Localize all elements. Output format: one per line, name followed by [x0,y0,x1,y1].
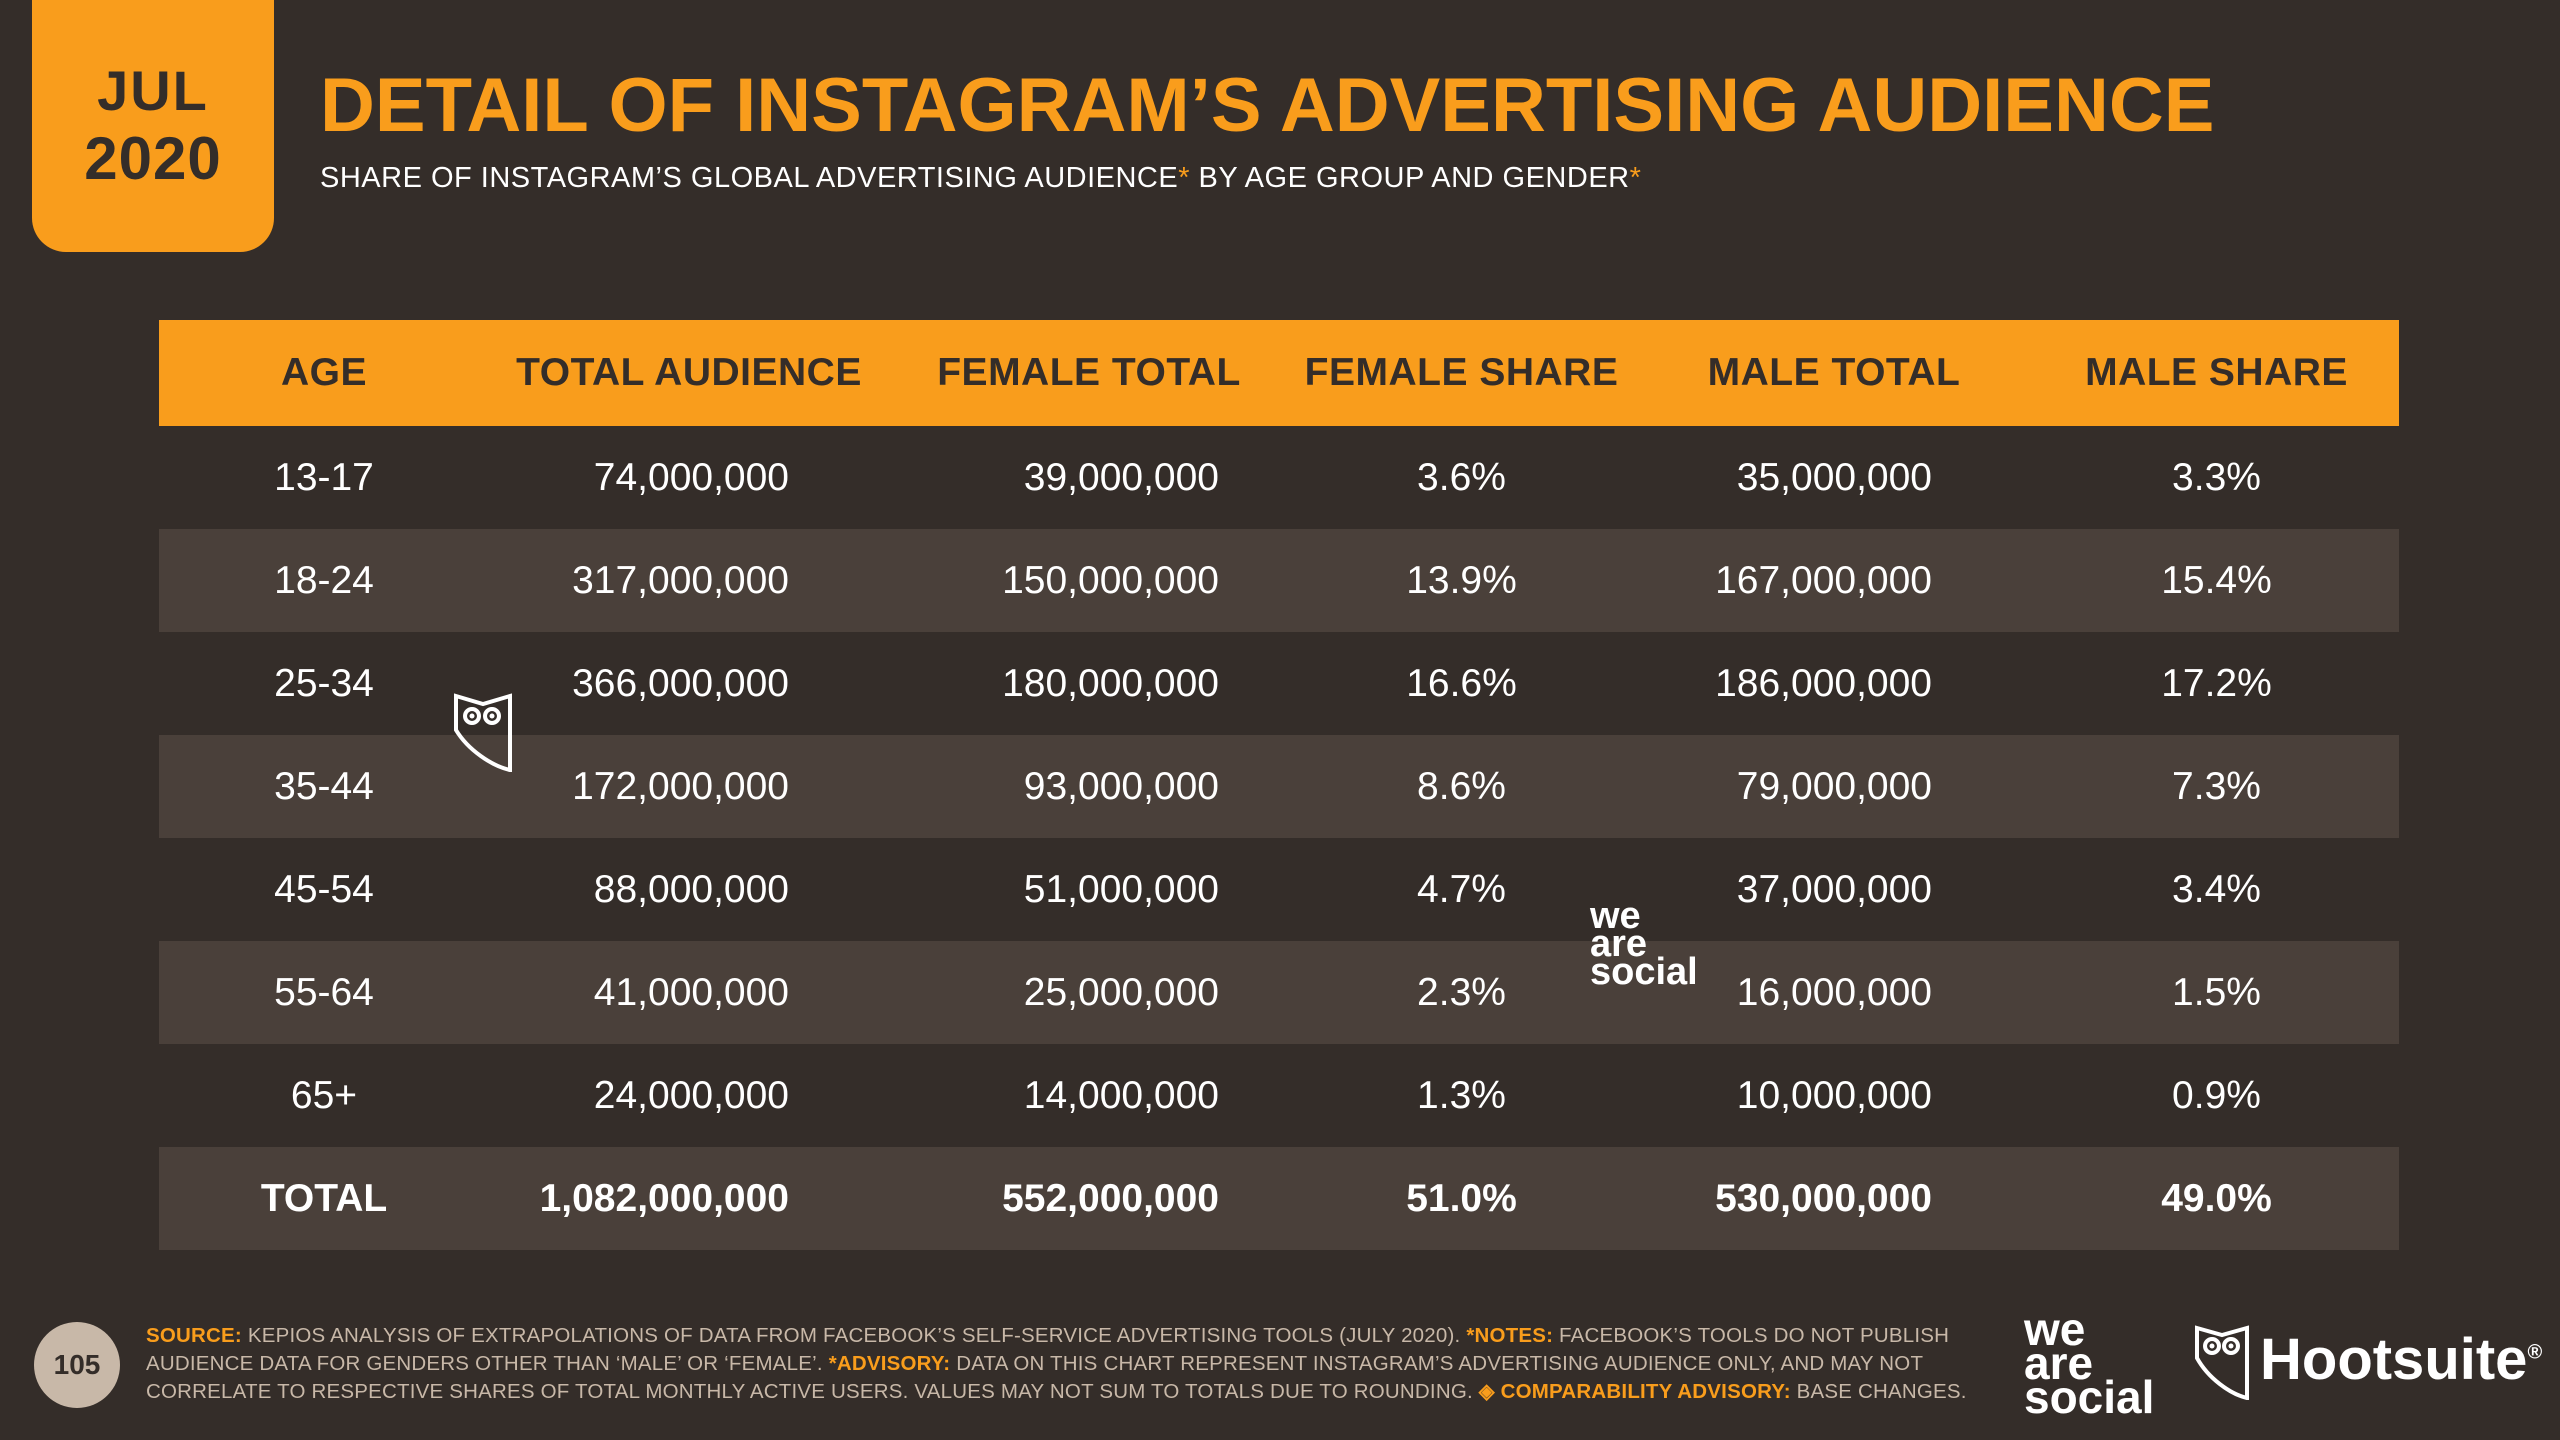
notes-text: FACEBOOK’S TOOLS DO NOT PUBLISH AUDIENCE… [146,1324,1950,1375]
cell-total-audience: 317,000,000 [489,529,889,632]
table-total-row: TOTAL 1,082,000,000 552,000,000 51.0% 53… [159,1147,2399,1250]
hootsuite-logo: Hootsuite® [2260,1326,2542,1393]
header-age: AGE [159,320,489,426]
logo-social: social [2024,1371,2155,1423]
cell-male-share: 0.9% [2172,1073,2261,1117]
cell-male-share: 15.4% [2034,529,2399,632]
table-row: 35-44 172,000,000 93,000,000 8.6% 79,000… [159,735,2399,838]
comparability-text: BASE CHANGES. [1790,1380,1967,1403]
cell-male-total: 167,000,000 [1634,529,2034,632]
subtitle-asterisk-1: * [1178,162,1190,194]
date-month: JUL [97,59,209,123]
we-are-social-logo: we are social [2024,1303,2155,1423]
cell-age: 35-44 [159,735,489,838]
cell-male-share: 3.4% [2172,867,2261,911]
header-female-total: FEMALE TOTAL [889,320,1289,426]
subtitle-text-1: SHARE OF INSTAGRAM’S GLOBAL ADVERTISING … [320,162,1179,194]
logo-we: we [2024,1303,2086,1355]
table-row: 45-54 88,000,000 51,000,000 4.7% 37,000,… [159,838,2399,941]
cell-female-share: 51.0% [1289,1147,1634,1250]
cell-male-total: 186,000,000 [1715,661,1932,705]
owl-icon [454,693,512,772]
cell-total-audience: 1,082,000,000 [489,1147,889,1250]
header-female-share: FEMALE SHARE [1289,320,1634,426]
cell-age: 55-64 [159,941,489,1044]
watermark-we: we [1590,895,1641,937]
cell-female-share: 8.6% [1289,735,1634,838]
cell-female-share: 13.9% [1289,529,1634,632]
subtitle-text-2: BY AGE GROUP AND GENDER [1190,162,1630,194]
cell-age: 13-17 [274,455,374,499]
cell-male-total: 37,000,000 [1736,867,1932,911]
cell-male-total: 10,000,000 [1736,1073,1932,1117]
cell-male-total: 530,000,000 [1634,1147,2034,1250]
cell-male-total: 35,000,000 [1736,455,1932,499]
cell-male-share: 17.2% [2161,661,2272,705]
page-number: 105 [34,1322,120,1408]
cell-male-share: 3.3% [2172,455,2261,499]
watermark-social: social [1590,951,1698,993]
notes-label: *NOTES: [1466,1324,1554,1347]
subtitle-asterisk-2: * [1629,162,1642,194]
cell-male-share: 7.3% [2034,735,2399,838]
cell-total-audience: 366,000,000 [572,661,789,705]
cell-female-share: 4.7% [1417,867,1506,911]
table-row: 25-34 366,000,000 180,000,000 16.6% 186,… [159,632,2399,735]
cell-total-label: TOTAL [159,1147,489,1250]
cell-total-audience: 88,000,000 [593,867,789,911]
hootsuite-wordmark: Hootsuite [2260,1327,2528,1392]
footnote: SOURCE: KEPIOS ANALYSIS OF EXTRAPOLATION… [146,1322,1996,1406]
page-title: DETAIL OF INSTAGRAM’S ADVERTISING AUDIEN… [320,63,2215,148]
cell-female-total: 93,000,000 [889,735,1289,838]
cell-female-total: 14,000,000 [1023,1073,1219,1117]
cell-male-share: 1.5% [2034,941,2399,1044]
table-header-row: AGE TOTAL AUDIENCE FEMALE TOTAL FEMALE S… [159,320,2399,426]
cell-female-total: 180,000,000 [1002,661,1219,705]
table-row: 18-24 317,000,000 150,000,000 13.9% 167,… [159,529,2399,632]
cell-total-audience: 24,000,000 [593,1073,789,1117]
comparability-label: ◈ COMPARABILITY ADVISORY: [1478,1380,1791,1403]
date-year: 2020 [84,124,222,192]
source-text: KEPIOS ANALYSIS OF EXTRAPOLATIONS OF DAT… [241,1324,1467,1347]
cell-total-audience: 41,000,000 [489,941,889,1044]
header-male-total: MALE TOTAL [1634,320,2034,426]
cell-female-share: 3.6% [1417,455,1506,499]
cell-female-share: 2.3% [1289,941,1634,1044]
we-are-social-watermark: we are social [1590,895,1698,993]
table-row: 13-17 74,000,000 39,000,000 3.6% 35,000,… [159,426,2399,529]
advisory-label: *ADVISORY: [828,1352,951,1375]
header-male-share: MALE SHARE [2034,320,2399,426]
cell-female-share: 16.6% [1406,661,1517,705]
cell-male-share: 49.0% [2034,1147,2399,1250]
source-label: SOURCE: [146,1324,242,1347]
cell-female-total: 150,000,000 [889,529,1289,632]
table-row: 65+ 24,000,000 14,000,000 1.3% 10,000,00… [159,1044,2399,1147]
cell-age: 25-34 [274,661,374,705]
cell-female-total: 51,000,000 [1023,867,1219,911]
watermark-are: are [1590,923,1648,965]
audience-table: AGE TOTAL AUDIENCE FEMALE TOTAL FEMALE S… [159,320,2399,1250]
cell-female-total: 25,000,000 [889,941,1289,1044]
cell-female-total: 39,000,000 [1023,455,1219,499]
header-total-audience: TOTAL AUDIENCE [489,320,889,426]
cell-age: 65+ [290,1073,358,1117]
cell-male-total: 16,000,000 [1634,941,2034,1044]
advisory-text: DATA ON THIS CHART REPRESENT INSTAGRAM’S… [146,1352,1923,1403]
date-badge: JUL 2020 [32,0,274,252]
registered-mark: ® [2527,1341,2543,1364]
cell-age: 45-54 [274,867,374,911]
cell-total-audience: 172,000,000 [489,735,889,838]
cell-age: 18-24 [159,529,489,632]
hootsuite-owl-icon [2195,1325,2249,1400]
logo-are: are [2024,1337,2094,1389]
table-row: 55-64 41,000,000 25,000,000 2.3% 16,000,… [159,941,2399,1044]
cell-female-share: 1.3% [1417,1073,1506,1117]
cell-total-audience: 74,000,000 [593,455,789,499]
cell-male-total: 79,000,000 [1634,735,2034,838]
page-subtitle: SHARE OF INSTAGRAM’S GLOBAL ADVERTISING … [320,162,1641,195]
cell-female-total: 552,000,000 [889,1147,1289,1250]
